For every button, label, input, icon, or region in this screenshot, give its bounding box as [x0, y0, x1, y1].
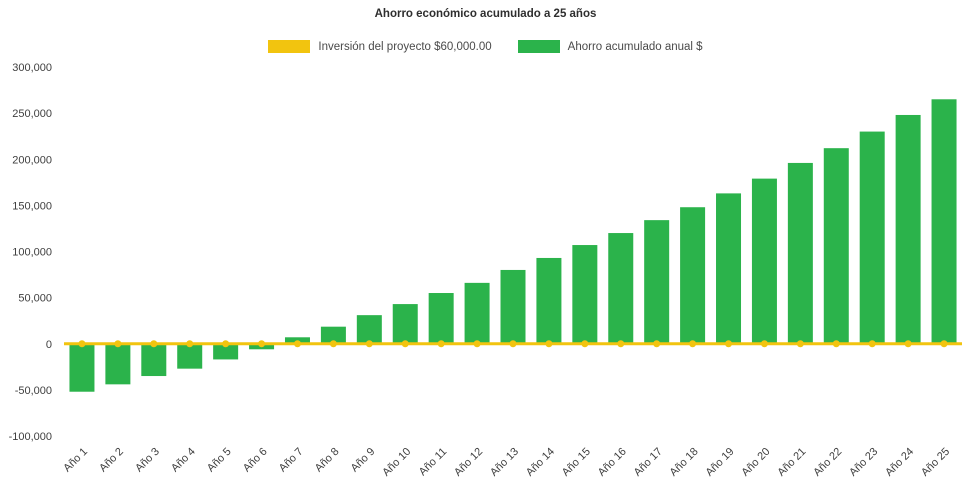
- x-axis-label: Año 10: [380, 446, 413, 479]
- y-axis-label: 150,000: [12, 200, 52, 212]
- x-axis-label: Año 13: [488, 446, 521, 479]
- x-axis-label: Año 25: [919, 446, 952, 479]
- bar-año-21: [787, 162, 813, 344]
- bar-año-18: [680, 207, 706, 344]
- investment-marker: [545, 340, 553, 348]
- x-axis-label: Año 5: [205, 446, 234, 475]
- investment-marker: [868, 340, 876, 348]
- bar-año-13: [500, 269, 526, 344]
- investment-marker: [617, 340, 625, 348]
- savings-legend-label: Ahorro acumulado anual $: [567, 40, 703, 53]
- legend: Inversión del proyecto $60,000.00 Ahorro…: [0, 40, 971, 53]
- bar-año-2: [105, 343, 131, 385]
- bar-año-17: [644, 220, 670, 344]
- investment-marker: [114, 340, 122, 348]
- x-axis-label: Año 12: [452, 446, 485, 479]
- x-axis-label: Año 20: [739, 446, 772, 479]
- x-axis-label: Año 2: [97, 446, 126, 475]
- investment-marker: [258, 340, 266, 348]
- investment-marker: [222, 340, 230, 348]
- investment-marker: [760, 340, 768, 348]
- x-axis-label: Año 1: [61, 446, 90, 475]
- y-axis-label: 250,000: [12, 108, 52, 120]
- investment-marker: [186, 340, 194, 348]
- bar-año-19: [716, 193, 742, 344]
- bar-año-9: [356, 315, 382, 344]
- bar-año-8: [320, 326, 346, 344]
- investment-marker: [509, 340, 517, 348]
- investment-marker: [293, 340, 301, 348]
- investment-marker: [796, 340, 804, 348]
- x-axis-label: Año 7: [277, 446, 306, 475]
- investment-marker: [689, 340, 697, 348]
- bar-año-14: [536, 257, 562, 344]
- y-axis-label: 0: [46, 339, 52, 351]
- x-axis-label: Año 22: [811, 446, 844, 479]
- investment-marker: [365, 340, 373, 348]
- investment-marker: [401, 340, 409, 348]
- x-axis-label: Año 4: [169, 446, 198, 475]
- bar-año-23: [859, 131, 885, 344]
- y-axis-label: 300,000: [12, 62, 52, 74]
- bar-año-10: [392, 304, 418, 344]
- x-axis-label: Año 11: [417, 446, 450, 479]
- investment-marker: [329, 340, 337, 348]
- x-axis-label: Año 15: [560, 446, 593, 479]
- bar-año-16: [608, 233, 634, 344]
- x-axis-label: Año 3: [133, 446, 162, 475]
- x-axis-label: Año 9: [349, 446, 378, 475]
- x-axis-label: Año 18: [668, 446, 701, 479]
- investment-marker: [150, 340, 158, 348]
- bar-año-25: [931, 99, 957, 344]
- bar-año-11: [428, 293, 454, 344]
- bar-año-1: [69, 343, 95, 392]
- investment-marker: [473, 340, 481, 348]
- bar-año-5: [213, 343, 239, 360]
- bar-año-3: [141, 343, 167, 377]
- x-axis-label: Año 14: [524, 446, 557, 479]
- y-axis-label: 200,000: [12, 154, 52, 166]
- savings-legend-swatch: [517, 40, 560, 53]
- x-axis-label: Año 19: [703, 446, 736, 479]
- y-axis-label: 50,000: [18, 293, 52, 305]
- x-axis-label: Año 8: [313, 446, 342, 475]
- x-axis-label: Año 16: [596, 446, 629, 479]
- bar-año-15: [572, 245, 598, 344]
- x-axis-label: Año 17: [632, 446, 665, 479]
- investment-marker: [437, 340, 445, 348]
- investment-legend-swatch: [268, 40, 311, 53]
- x-axis-label: Año 21: [775, 446, 808, 479]
- investment-marker: [78, 340, 86, 348]
- y-axis-label: -50,000: [15, 385, 52, 397]
- investment-marker: [725, 340, 733, 348]
- bar-año-22: [823, 148, 849, 344]
- investment-marker: [581, 340, 589, 348]
- investment-marker: [653, 340, 661, 348]
- bar-año-12: [464, 282, 490, 344]
- y-axis-label: -100,000: [9, 431, 52, 443]
- y-axis-label: 100,000: [12, 247, 52, 259]
- x-axis-label: Año 6: [241, 446, 270, 475]
- bar-año-20: [751, 178, 777, 344]
- legend-item-savings[interactable]: Ahorro acumulado anual $: [517, 40, 703, 53]
- x-axis-label: Año 24: [883, 446, 916, 479]
- chart-title: Ahorro económico acumulado a 25 años: [374, 8, 597, 20]
- legend-item-investment[interactable]: Inversión del proyecto $60,000.00: [268, 40, 492, 53]
- investment-legend-label: Inversión del proyecto $60,000.00: [318, 40, 492, 53]
- investment-marker: [904, 340, 912, 348]
- investment-marker: [832, 340, 840, 348]
- investment-marker: [940, 340, 948, 348]
- x-axis-label: Año 23: [847, 446, 880, 479]
- bar-año-24: [895, 114, 921, 344]
- bar-año-4: [177, 343, 203, 369]
